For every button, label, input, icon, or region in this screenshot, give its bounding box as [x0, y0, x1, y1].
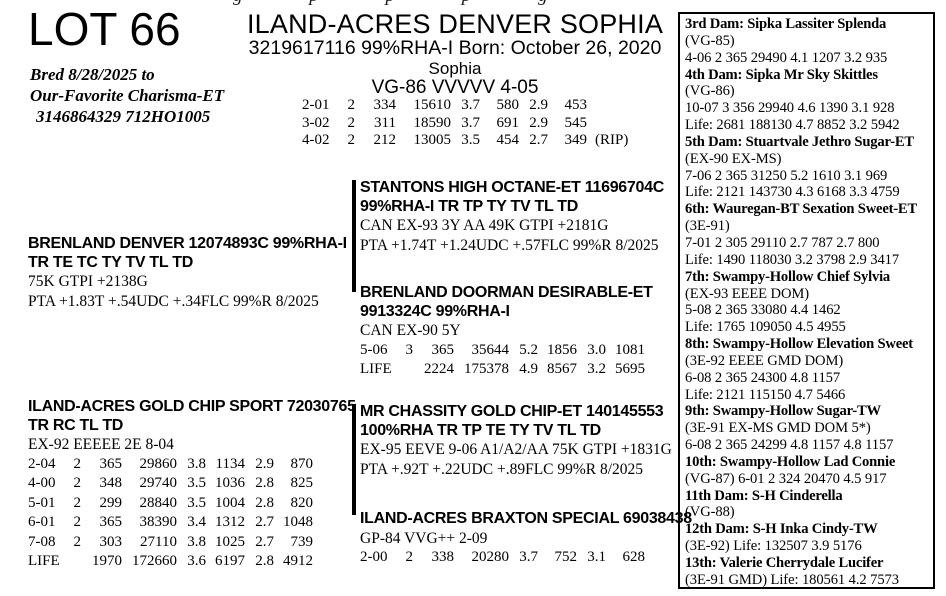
- sire-info-line1: 75K GTPI +2138G: [28, 273, 148, 290]
- bred-note-line3: 3146864329 712HO1005: [36, 107, 211, 126]
- maternal-line-entry: (VG-86): [685, 83, 735, 100]
- sire-dam-name-line2: 9913324C 99%RHA-I: [360, 302, 510, 320]
- dam-sire-name-line2: 100%RHA TR TP TE TY TV TL TD: [360, 421, 601, 439]
- sire-dam-block: BRENLAND DOORMAN DESIRABLE-ET 9913324C 9…: [360, 284, 653, 380]
- maternal-line-entry: 5-08 2 365 33080 4.4 1462: [685, 302, 841, 319]
- maternal-line-entry: 10th: Swampy-Hollow Lad Connie: [685, 453, 896, 470]
- dam-dam-name-line1: ILAND-ACRES BRAXTON SPECIAL 69038438: [360, 510, 692, 527]
- animal-lactation-table: 2-01 2 334 15610 3.7 580 2.9 453 3-02 2 …: [302, 97, 650, 150]
- dam-block: ILAND-ACRES GOLD CHIP SPORT 72030765 TR …: [28, 398, 356, 572]
- animal-reg-line: 3219617116 99%RHA-I Born: October 26, 20…: [248, 37, 662, 59]
- dam-sire-block: MR CHASSITY GOLD CHIP-ET 140145553 100%R…: [360, 403, 672, 479]
- maternal-line-entry: 6th: Wauregan-BT Sexation Sweet-ET: [685, 201, 917, 218]
- sire-sire-block: STANTONS HIGH OCTANE-ET 11696704C 99%RHA…: [360, 179, 664, 255]
- maternal-line-entry: 11th Dam: S-H Cinderella: [685, 487, 843, 504]
- animal-call-name: Sophia: [428, 59, 482, 78]
- maternal-line-entry: 10-07 3 356 29940 4.6 1390 3.1 928: [685, 100, 895, 117]
- maternal-line-entry: 6-08 2 365 24299 4.8 1157 4.8 1157: [685, 437, 894, 454]
- maternal-line-entry: 6-08 2 365 24300 4.8 1157: [685, 369, 841, 386]
- lactation-row: 4-00 2 348 29740 3.5 1036 2.8 825: [28, 475, 313, 491]
- lactation-row: 2-00 2 338 20280 3.7 752 3.1 628: [360, 549, 645, 565]
- dam-dam-block: ILAND-ACRES BRAXTON SPECIAL 69038438 GP-…: [360, 510, 692, 568]
- animal-score-line: VG-86 VVVVV 4-05: [371, 77, 539, 98]
- maternal-line-entry: 13th: Valerie Cherrydale Lucifer: [685, 555, 884, 571]
- maternal-line-entry: 4th Dam: Sipka Mr Sky Skittles: [685, 66, 878, 83]
- maternal-line-panel: 3rd Dam: Sipka Lassiter Splenda (VG-85) …: [678, 12, 935, 589]
- sire-sire-info-line1: CAN EX-93 3Y AA 49K GTPI +2181G: [360, 217, 609, 234]
- bred-note: Bred 8/28/2025 to Our-Favorite Charisma-…: [30, 64, 224, 127]
- maternal-line-entry: (3E-91 EX-MS GMD DOM 5*): [685, 420, 871, 437]
- maternal-line-entry: (3E-91 GMD) Life: 180561 4.2 7573: [685, 571, 899, 588]
- lactation-row: LIFE 1970 172660 3.6 6197 2.8 4912: [28, 553, 313, 569]
- maternal-line-entry: (EX-90 EX-MS): [685, 150, 782, 167]
- dam-dam-info-line1: GP-84 VVG++ 2-09: [360, 529, 488, 547]
- sire-block: BRENLAND DENVER 12074893C 99%RHA-I TR TE…: [28, 235, 347, 311]
- dam-sire-info-line2: PTA +.92T +.22UDC +.89FLC 99%R 8/2025: [360, 460, 644, 478]
- maternal-line-entry: 7th: Swampy-Hollow Chief Sylvia: [685, 268, 891, 285]
- sire-sire-name-line1: STANTONS HIGH OCTANE-ET 11696704C: [360, 179, 664, 196]
- lot-number: LOT 66: [28, 3, 181, 55]
- maternal-line-entry: 7-01 2 305 29110 2.7 787 2.7 800: [685, 234, 880, 251]
- lactation-row: 7-08 2 303 27110 3.8 1025 2.7 739: [28, 533, 313, 550]
- lactation-row: 2-01 2 334 15610 3.7 580 2.9 453: [302, 97, 587, 113]
- maternal-line-entry: (VG-87) 6-01 2 324 20470 4.5 917: [685, 470, 887, 487]
- dam-dam-lactation-table: 2-00 2 338 20280 3.7 752 3.1 628: [360, 548, 692, 568]
- dam-sire-info-line1: EX-95 EEVE 9-06 A1/A2/AA 75K GTPI +1831G: [360, 441, 672, 458]
- lactation-row: 3-02 2 311 18590 3.7 691 2.9 545: [302, 114, 587, 131]
- maternal-line-entry: 12th Dam: S-H Inka Cindy-TW: [685, 521, 878, 538]
- maternal-line-entry: (3E-92) Life: 132507 3.9 5176: [685, 538, 862, 555]
- maternal-line-entry: 5th Dam: Stuartvale Jethro Sugar-ET: [685, 133, 914, 150]
- sire-name-line2: TR TE TC TY TV TL TD: [28, 253, 193, 271]
- dam-name-line2: TR RC TL TD: [28, 416, 124, 434]
- maternal-line-entry: Life: 2681 188130 4.7 8852 3.2 5942: [685, 117, 900, 134]
- maternal-line-entry: (EX-93 EEEE DOM): [685, 285, 810, 302]
- sire-sire-info-line2: PTA +1.74T +1.24UDC +.57FLC 99%R 8/2025: [360, 236, 659, 254]
- lactation-row: 5-06 3 365 35644 5.2 1856 3.0 1081: [360, 341, 645, 358]
- animal-header: ILAND-ACRES DENVER SOPHIA 3219617116 99%…: [225, 10, 685, 98]
- lactation-row: 6-01 2 365 38390 3.4 1312 2.7 1048: [28, 514, 313, 530]
- lactation-row: 4-02 2 212 13005 3.5 454 2.7 349 (RIP): [302, 132, 629, 148]
- dam-name-line1: ILAND-ACRES GOLD CHIP SPORT 72030765: [28, 398, 356, 415]
- animal-name: ILAND-ACRES DENVER SOPHIA: [246, 9, 664, 39]
- maternal-line-entry: 9th: Swampy-Hollow Sugar-TW: [685, 403, 881, 420]
- maternal-line-entry: (VG-88): [685, 504, 735, 521]
- maternal-line-entry: Life: 1490 118030 3.2 3798 2.9 3417: [685, 251, 900, 268]
- cropped-text-artifact: g p p p g: [233, 0, 548, 9]
- maternal-line-entry: Life: 2121 115150 4.7 5466: [685, 386, 846, 403]
- sire-dam-lactation-table: 5-06 3 365 35644 5.2 1856 3.0 1081 LIFE …: [360, 341, 653, 380]
- sire-dam-info-line1: CAN EX-90 5Y: [360, 322, 461, 339]
- sire-name-line1: BRENLAND DENVER 12074893C 99%RHA-I: [28, 235, 347, 252]
- lactation-row: 2-04 2 365 29860 3.8 1134 2.9 870: [28, 455, 313, 472]
- maternal-line-entry: (3E-92 EEEE GMD DOM): [685, 352, 844, 369]
- maternal-line-entry: 7-06 2 365 31250 5.2 1610 3.1 969: [685, 167, 888, 184]
- lactation-row: 5-01 2 299 28840 3.5 1004 2.8 820: [28, 494, 313, 511]
- maternal-line-entry: (3E-91): [685, 218, 730, 235]
- dam-sire-name-line1: MR CHASSITY GOLD CHIP-ET 140145553: [360, 403, 664, 420]
- pedigree-bracket-sire: [352, 180, 356, 292]
- lactation-row: LIFE 2224 175378 4.9 8567 3.2 5695: [360, 361, 645, 377]
- maternal-line-entry: 4-06 2 365 29490 4.1 1207 3.2 935: [685, 49, 888, 66]
- sire-info-line2: PTA +1.83T +.54UDC +.34FLC 99%R 8/2025: [28, 292, 319, 310]
- bred-note-line1: Bred 8/28/2025 to: [30, 65, 155, 84]
- sire-dam-name-line1: BRENLAND DOORMAN DESIRABLE-ET: [360, 284, 653, 301]
- dam-lactation-table: 2-04 2 365 29860 3.8 1134 2.9 870 4-00 2…: [28, 455, 356, 572]
- maternal-line-entry: 3rd Dam: Sipka Lassiter Splenda: [685, 16, 887, 32]
- maternal-line-entry: (VG-85): [685, 32, 735, 49]
- bred-note-line2: Our-Favorite Charisma-ET: [30, 86, 225, 105]
- dam-info-line1: EX-92 EEEEE 2E 8-04: [28, 436, 174, 453]
- maternal-line-entry: Life: 1765 109050 4.5 4955: [685, 319, 846, 336]
- maternal-line-entry: 8th: Swampy-Hollow Elevation Sweet: [685, 336, 913, 353]
- sire-sire-name-line2: 99%RHA-I TR TP TY TV TL TD: [360, 197, 579, 215]
- maternal-line-entry: Life: 2121 143730 4.3 6168 3.3 4759: [685, 184, 900, 201]
- pedigree-bracket-dam: [352, 404, 356, 515]
